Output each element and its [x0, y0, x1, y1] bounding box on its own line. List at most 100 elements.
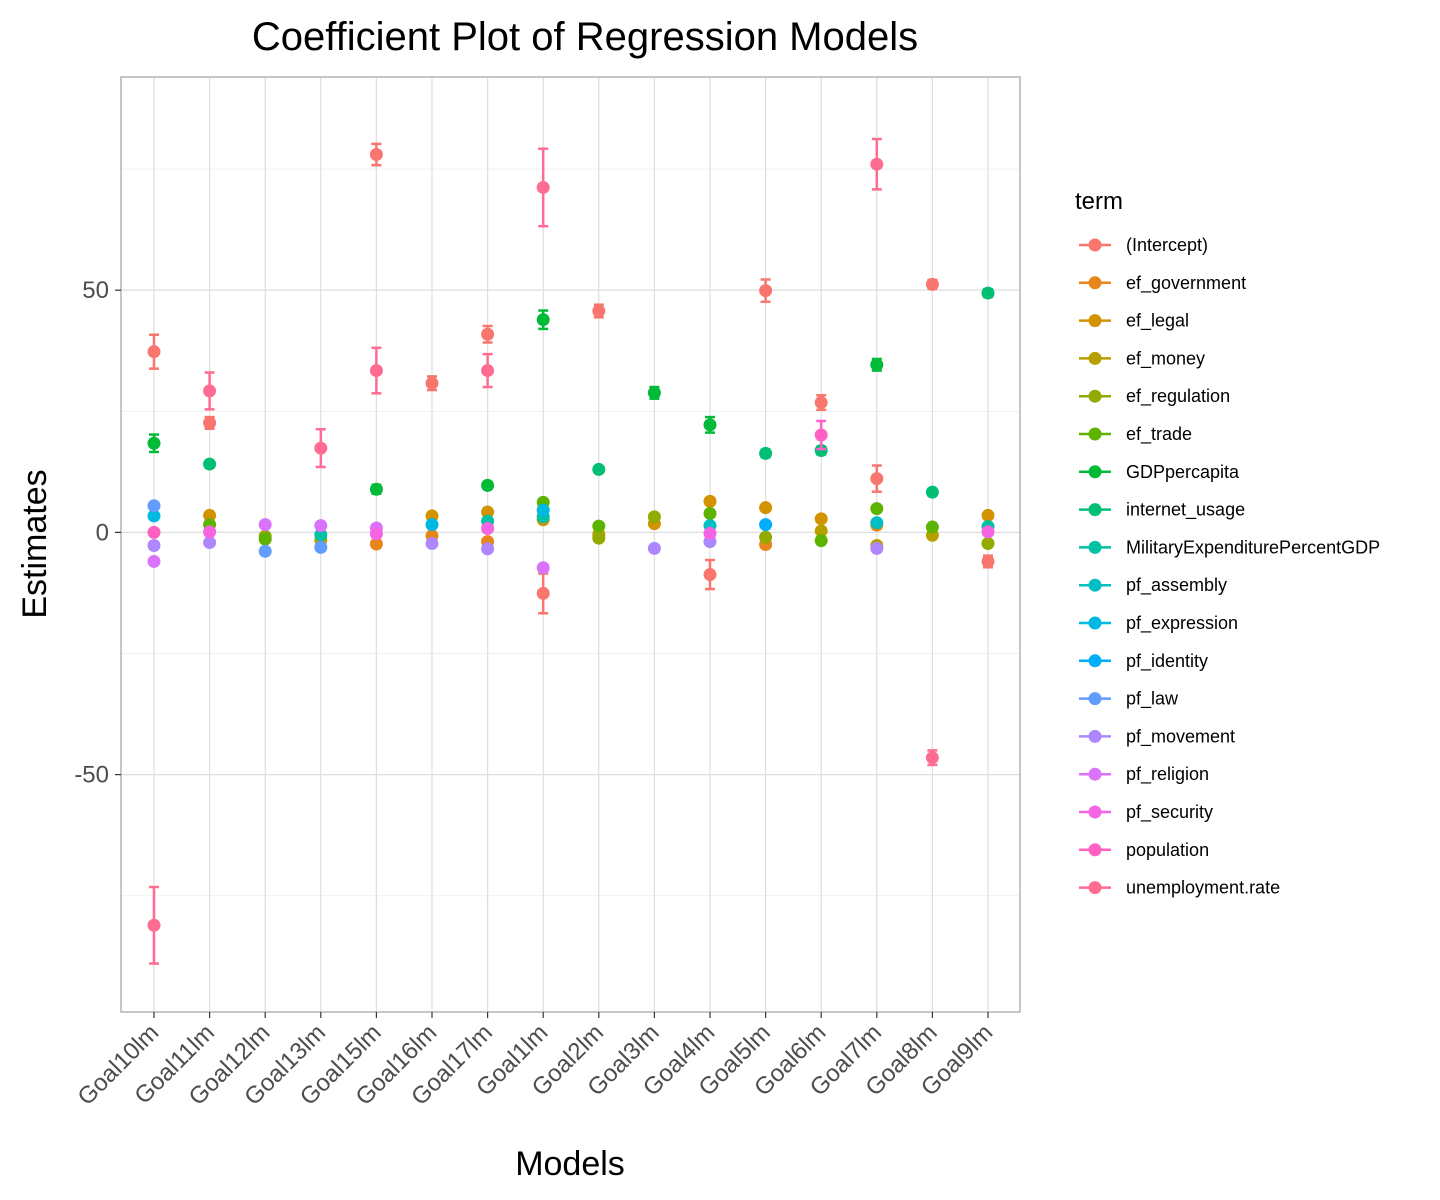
data-point: [369, 482, 383, 496]
data-point: [536, 586, 550, 600]
data-point: [814, 512, 828, 526]
data-point: [147, 345, 161, 359]
data-point: [147, 918, 161, 932]
legend-item: MilitaryExpenditurePercentGDP: [1079, 537, 1380, 557]
data-point: [203, 384, 217, 398]
data-point: [147, 499, 161, 513]
series-ef-money: [314, 524, 939, 552]
data-point: [703, 494, 717, 508]
data-point: [647, 541, 661, 555]
data-point: [592, 462, 606, 476]
data-point: [981, 508, 995, 522]
data-point: [369, 527, 383, 541]
data-point: [481, 505, 495, 519]
legend-key-point: [1088, 654, 1102, 668]
data-point: [147, 525, 161, 539]
chart-title: Coefficient Plot of Regression Models: [252, 15, 918, 59]
legend-label: pf_movement: [1126, 726, 1235, 747]
series-ef-trade: [203, 495, 939, 548]
legend-item: ef_trade: [1079, 424, 1192, 445]
legend-key-point: [1088, 465, 1102, 479]
data-point: [647, 510, 661, 524]
data-point: [925, 751, 939, 765]
legend-key-point: [1088, 843, 1102, 857]
data-point: [870, 358, 884, 372]
x-tick-labels: Goal10lmGoal11lmGoal12lmGoal13lmGoal15lm…: [73, 1012, 998, 1111]
series-pf-law: [147, 499, 328, 558]
data-point: [981, 537, 995, 551]
legend-label: pf_expression: [1126, 613, 1238, 634]
grid: [121, 77, 1020, 1012]
data-point: [647, 386, 661, 400]
data-point: [314, 519, 328, 533]
data-point: [425, 537, 439, 551]
legend-key-point: [1088, 805, 1102, 819]
legend-key-point: [1088, 881, 1102, 895]
data-point: [981, 525, 995, 539]
data-point: [592, 519, 606, 533]
data-point: [147, 538, 161, 552]
data-point: [203, 508, 217, 522]
legend-key-point: [1088, 503, 1102, 517]
data-point: [592, 304, 606, 318]
legend-item: GDPpercapita: [1079, 462, 1240, 482]
legend-item: pf_identity: [1079, 651, 1208, 672]
legend-key-point: [1088, 540, 1102, 554]
legend-key-point: [1088, 351, 1102, 365]
data-point: [258, 518, 272, 532]
data-point: [258, 532, 272, 546]
data-point: [203, 525, 217, 539]
series-ef-government: [369, 518, 884, 551]
data-point: [203, 457, 217, 471]
legend-item: ef_government: [1079, 273, 1246, 294]
data-point: [703, 418, 717, 432]
legend-key-point: [1088, 314, 1102, 328]
series-pf-movement: [147, 535, 884, 556]
data-point: [203, 536, 217, 550]
legend-key-point: [1088, 389, 1102, 403]
legend-key-point: [1088, 578, 1102, 592]
data-point: [759, 446, 773, 460]
legend-key-point: [1088, 729, 1102, 743]
legend-key-point: [1088, 692, 1102, 706]
data-point: [536, 313, 550, 327]
data-point: [814, 428, 828, 442]
legend-item: pf_security: [1079, 802, 1213, 823]
data-point: [814, 444, 828, 458]
legend-item: pf_assembly: [1079, 575, 1227, 596]
legend-item: pf_religion: [1079, 764, 1209, 785]
data-point: [759, 518, 773, 532]
data-point: [314, 528, 328, 542]
legend-key-point: [1088, 238, 1102, 252]
legend-label: pf_security: [1126, 802, 1213, 823]
data-point: [759, 530, 773, 544]
series-pf-expression: [147, 503, 550, 532]
legend: term (Intercept) ef_government ef_legal ef_…: [1075, 188, 1380, 898]
y-axis-title: Estimates: [16, 469, 54, 618]
data-point: [759, 284, 773, 298]
data-point: [814, 396, 828, 410]
data-point: [369, 364, 383, 378]
y-tick-label: 50: [82, 277, 109, 304]
data-point: [703, 506, 717, 520]
data-point: [147, 509, 161, 523]
legend-item: pf_law: [1079, 689, 1179, 710]
data-point: [314, 441, 328, 455]
legend-item: population: [1079, 840, 1209, 860]
data-point: [592, 531, 606, 545]
plot-panel-border: [120, 76, 1021, 1013]
y-tick-labels: -50 0 50: [74, 277, 121, 789]
series-pf-security: [203, 522, 995, 541]
legend-label: pf_religion: [1126, 764, 1209, 785]
data-point: [147, 436, 161, 450]
legend-label: ef_regulation: [1126, 386, 1230, 407]
legend-label: pf_identity: [1126, 651, 1208, 672]
legend-label: MilitaryExpenditurePercentGDP: [1126, 537, 1380, 557]
legend-label: ef_government: [1126, 273, 1246, 294]
legend-key-point: [1088, 767, 1102, 781]
data-point: [481, 542, 495, 556]
legend-item: pf_expression: [1079, 613, 1238, 634]
legend-title: term: [1075, 188, 1123, 215]
data-point: [870, 157, 884, 171]
